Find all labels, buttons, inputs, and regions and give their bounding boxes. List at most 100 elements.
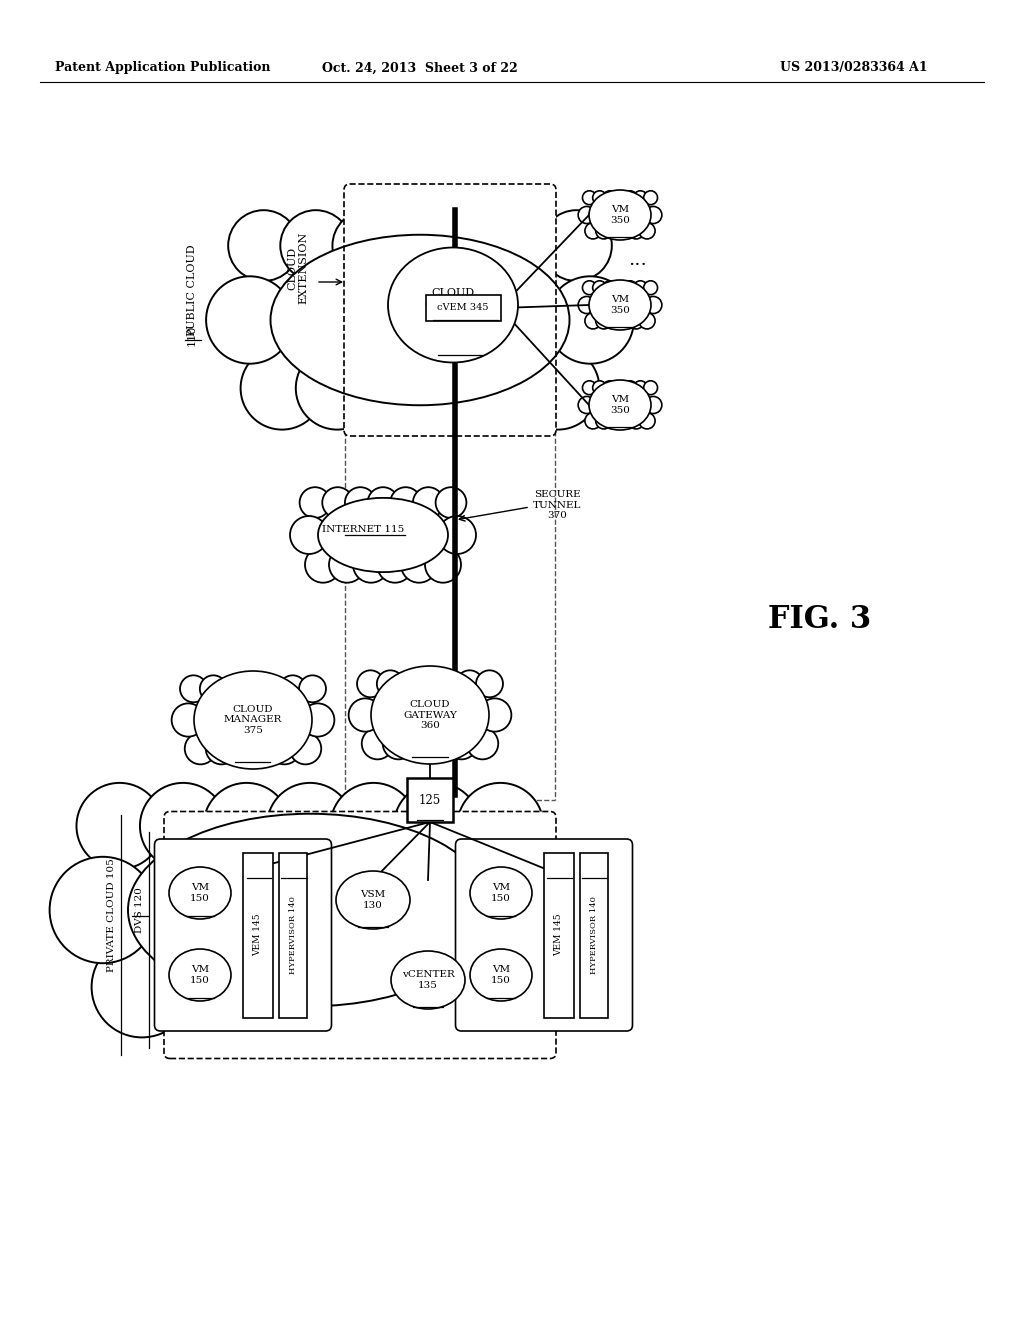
Circle shape — [617, 413, 634, 429]
Circle shape — [436, 671, 463, 697]
Circle shape — [467, 727, 499, 759]
Ellipse shape — [259, 227, 581, 413]
Circle shape — [290, 733, 322, 764]
Text: VM
150: VM 150 — [492, 883, 511, 903]
Circle shape — [644, 380, 657, 395]
Circle shape — [206, 733, 238, 764]
Circle shape — [351, 347, 434, 429]
Circle shape — [606, 313, 623, 329]
Circle shape — [628, 313, 644, 329]
Circle shape — [407, 347, 489, 429]
Circle shape — [357, 671, 384, 697]
Circle shape — [77, 783, 163, 869]
Circle shape — [634, 281, 647, 294]
Circle shape — [323, 487, 353, 517]
Circle shape — [478, 698, 511, 731]
Circle shape — [579, 396, 595, 413]
Circle shape — [172, 704, 205, 737]
Circle shape — [200, 676, 226, 702]
Circle shape — [464, 857, 570, 964]
Circle shape — [204, 783, 290, 869]
Text: VM
150: VM 150 — [190, 965, 210, 985]
Circle shape — [456, 671, 483, 697]
Circle shape — [436, 210, 508, 281]
Circle shape — [220, 676, 247, 702]
Text: HYPERVISOR 140: HYPERVISOR 140 — [289, 896, 297, 974]
Ellipse shape — [591, 195, 649, 235]
Circle shape — [417, 671, 443, 697]
Circle shape — [293, 937, 394, 1038]
Circle shape — [585, 223, 601, 239]
Circle shape — [290, 516, 328, 554]
Text: CLOUD
EXTENSION: CLOUD EXTENSION — [287, 232, 309, 304]
Circle shape — [305, 546, 341, 582]
Text: FIG. 3: FIG. 3 — [768, 605, 871, 635]
Circle shape — [613, 380, 627, 395]
Ellipse shape — [169, 867, 231, 919]
Circle shape — [603, 281, 616, 294]
Ellipse shape — [470, 867, 532, 919]
Text: PRIVATE CLOUD 105: PRIVATE CLOUD 105 — [108, 858, 117, 972]
Circle shape — [428, 937, 528, 1038]
Ellipse shape — [589, 194, 651, 236]
Circle shape — [593, 281, 606, 294]
Circle shape — [91, 937, 193, 1038]
Ellipse shape — [589, 190, 651, 240]
Ellipse shape — [128, 813, 492, 1006]
Circle shape — [596, 413, 612, 429]
Text: Oct. 24, 2013  Sheet 3 of 22: Oct. 24, 2013 Sheet 3 of 22 — [323, 62, 518, 74]
Circle shape — [396, 671, 424, 697]
Ellipse shape — [591, 285, 649, 325]
Ellipse shape — [270, 235, 569, 405]
Circle shape — [624, 380, 637, 395]
Circle shape — [206, 276, 294, 364]
Circle shape — [403, 727, 435, 759]
Circle shape — [606, 413, 623, 429]
Circle shape — [606, 223, 623, 239]
Circle shape — [596, 223, 612, 239]
Ellipse shape — [114, 805, 506, 1015]
Text: 125: 125 — [419, 793, 441, 807]
Ellipse shape — [197, 684, 310, 756]
Bar — [426, 294, 501, 321]
Text: SECURE
TUNNEL
370: SECURE TUNNEL 370 — [534, 490, 582, 520]
Circle shape — [624, 281, 637, 294]
Circle shape — [617, 313, 634, 329]
Circle shape — [280, 676, 306, 702]
Ellipse shape — [589, 380, 651, 430]
Circle shape — [593, 191, 606, 205]
Circle shape — [377, 546, 413, 582]
Bar — [580, 853, 608, 1018]
Circle shape — [268, 733, 300, 764]
Circle shape — [248, 733, 280, 764]
Circle shape — [267, 783, 353, 869]
Circle shape — [645, 206, 662, 223]
FancyBboxPatch shape — [344, 183, 556, 436]
Circle shape — [333, 210, 403, 281]
FancyBboxPatch shape — [456, 840, 633, 1031]
Circle shape — [368, 487, 398, 517]
Bar — [279, 853, 307, 1018]
Circle shape — [585, 313, 601, 329]
Text: PUBLIC CLOUD: PUBLIC CLOUD — [187, 244, 197, 335]
Ellipse shape — [373, 680, 486, 751]
Circle shape — [579, 206, 595, 223]
Circle shape — [299, 676, 326, 702]
Circle shape — [241, 347, 324, 429]
Circle shape — [228, 210, 299, 281]
FancyBboxPatch shape — [164, 812, 556, 1059]
Circle shape — [360, 937, 461, 1038]
Circle shape — [361, 727, 393, 759]
Text: vCENTER
135: vCENTER 135 — [401, 970, 455, 990]
Circle shape — [579, 297, 595, 314]
Ellipse shape — [388, 248, 518, 363]
Circle shape — [180, 676, 207, 702]
Circle shape — [377, 671, 403, 697]
Circle shape — [159, 937, 260, 1038]
Ellipse shape — [391, 950, 465, 1008]
Ellipse shape — [169, 949, 231, 1001]
Text: VSM
130: VSM 130 — [360, 890, 386, 909]
Text: Patent Application Publication: Patent Application Publication — [55, 62, 270, 74]
Text: CLOUD
MANAGER
375: CLOUD MANAGER 375 — [224, 705, 283, 735]
Text: ...: ... — [628, 251, 646, 269]
